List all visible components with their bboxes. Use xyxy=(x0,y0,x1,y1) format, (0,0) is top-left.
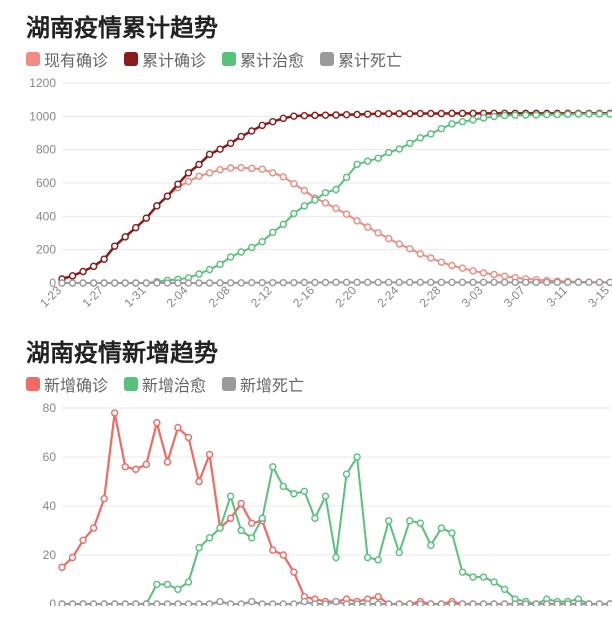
legend-item[interactable]: 累计治愈 xyxy=(222,47,304,71)
svg-text:20: 20 xyxy=(43,548,57,562)
legend-label: 累计确诊 xyxy=(142,47,206,71)
svg-text:0: 0 xyxy=(49,597,56,606)
chart2-legend: 新增确诊 新增治愈 新增死亡 xyxy=(10,372,602,396)
svg-text:3-07: 3-07 xyxy=(501,283,528,310)
legend-swatch xyxy=(26,52,40,66)
svg-text:2-24: 2-24 xyxy=(374,283,401,310)
svg-text:2-16: 2-16 xyxy=(290,283,317,310)
chart1-title: 湖南疫情累计趋势 xyxy=(10,8,602,43)
chart1-svg: 0200400600800100012001-231-271-312-042-0… xyxy=(18,77,612,325)
svg-text:3-11: 3-11 xyxy=(544,283,570,309)
legend-item[interactable]: 累计确诊 xyxy=(124,47,206,71)
legend-swatch xyxy=(222,377,236,391)
svg-text:600: 600 xyxy=(36,176,56,190)
legend-swatch xyxy=(124,52,138,66)
svg-text:200: 200 xyxy=(36,243,56,257)
svg-text:40: 40 xyxy=(43,499,57,513)
svg-text:1-23: 1-23 xyxy=(37,283,64,310)
legend-swatch xyxy=(26,377,40,391)
legend-item[interactable]: 现有确诊 xyxy=(26,47,108,71)
svg-text:2-12: 2-12 xyxy=(248,283,275,310)
svg-text:2-04: 2-04 xyxy=(164,283,191,310)
cumulative-chart-block: 湖南疫情累计趋势 现有确诊累计确诊累计治愈累计死亡 02004006008001… xyxy=(0,0,612,325)
chart2-title: 湖南疫情新增趋势 xyxy=(10,333,602,368)
svg-text:800: 800 xyxy=(36,143,56,157)
new-cases-chart-block: 湖南疫情新增趋势 新增确诊 新增治愈 新增死亡 0 20 40 60 80 xyxy=(0,325,612,606)
svg-text:60: 60 xyxy=(43,450,57,464)
svg-text:2-28: 2-28 xyxy=(417,283,444,310)
legend-label: 新增确诊 xyxy=(44,372,108,396)
legend-swatch xyxy=(320,52,334,66)
svg-text:1200: 1200 xyxy=(29,77,56,90)
svg-text:3-15: 3-15 xyxy=(585,283,612,310)
svg-text:3-03: 3-03 xyxy=(459,283,486,310)
chart2-area: 0 20 40 60 80 xyxy=(18,402,596,606)
legend-label: 新增死亡 xyxy=(240,372,304,396)
svg-text:1-31: 1-31 xyxy=(122,283,149,310)
svg-text:400: 400 xyxy=(36,209,56,223)
legend-item[interactable]: 新增确诊 xyxy=(26,372,108,396)
legend-swatch xyxy=(222,52,236,66)
svg-text:80: 80 xyxy=(43,402,57,415)
chart1-area: 0200400600800100012001-231-271-312-042-0… xyxy=(18,77,596,325)
legend-item[interactable]: 新增死亡 xyxy=(222,372,304,396)
svg-text:1-27: 1-27 xyxy=(79,283,106,310)
legend-label: 累计死亡 xyxy=(338,47,402,71)
legend-label: 累计治愈 xyxy=(240,47,304,71)
legend-item[interactable]: 新增治愈 xyxy=(124,372,206,396)
svg-text:1000: 1000 xyxy=(29,109,56,123)
chart1-legend: 现有确诊 累计确诊 累计治愈 累计死亡 xyxy=(10,47,602,71)
svg-text:2-20: 2-20 xyxy=(332,283,359,310)
legend-label: 现有确诊 xyxy=(44,47,108,71)
svg-text:2-08: 2-08 xyxy=(206,283,233,310)
legend-item[interactable]: 累计死亡 xyxy=(320,47,402,71)
legend-label: 新增治愈 xyxy=(142,372,206,396)
legend-swatch xyxy=(124,377,138,391)
chart2-svg: 0 20 40 60 80 xyxy=(18,402,612,606)
